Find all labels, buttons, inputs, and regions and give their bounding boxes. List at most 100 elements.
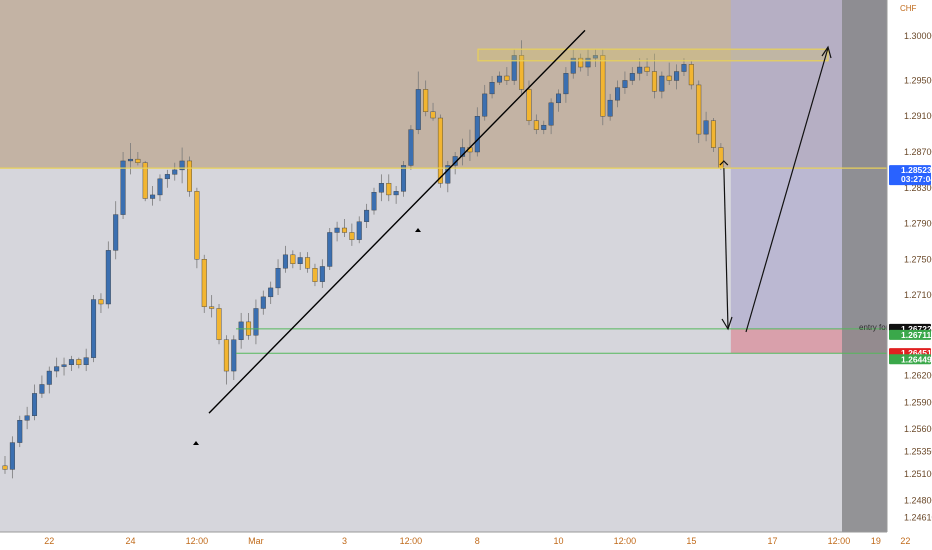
future-shade-band [842, 0, 887, 532]
candle-body [260, 296, 266, 309]
swing-low-marker [193, 441, 199, 445]
x-tick-label: 10 [553, 536, 563, 546]
candle-body [541, 124, 547, 130]
candle-body [496, 75, 502, 83]
candle-body [334, 227, 340, 233]
current-price-tag [889, 165, 931, 186]
candle-body [556, 93, 562, 104]
arrow-head-down-icon [721, 316, 733, 331]
candle-body [644, 66, 650, 72]
x-tick-label: 15 [686, 536, 696, 546]
candle-body [297, 257, 303, 264]
candle-body [305, 257, 311, 269]
candle-body [194, 191, 200, 260]
y-tick-label: 1.30000 [904, 31, 932, 41]
candle-body [615, 87, 621, 101]
candle-body [319, 266, 325, 282]
candle-body [127, 158, 133, 162]
x-tick-label: 17 [768, 536, 778, 546]
candle-body [570, 57, 576, 74]
candle-body [607, 99, 613, 117]
price-tag-label: 1.26451 [901, 348, 932, 358]
candle-body [437, 117, 443, 184]
candle-body [378, 183, 384, 193]
candle-body [592, 55, 598, 59]
y-tick-label: 1.25600 [904, 424, 932, 434]
current-price-label: 1.28523 [901, 165, 932, 175]
candle-countdown-label: 03:27:04 [901, 174, 932, 184]
y-tick-label: 1.28700 [904, 147, 932, 157]
candle-body [68, 359, 74, 366]
candle-body [157, 178, 163, 196]
candle-body [600, 55, 606, 117]
price-tag-label: 1.26711 [901, 330, 932, 340]
y-tick-label: 1.26200 [904, 371, 932, 381]
candle-body [415, 89, 421, 130]
x-tick-label: 12:00 [828, 536, 851, 546]
candle-body [17, 420, 23, 443]
y-tick-label: 1.27500 [904, 254, 932, 264]
time-axis[interactable] [0, 532, 932, 550]
candle-body [666, 75, 672, 81]
candle-body [688, 64, 694, 86]
y-tick-label: 1.29500 [904, 75, 932, 85]
entry-annotation: entry for buy [859, 323, 903, 332]
candle-body [526, 89, 532, 121]
x-tick-label: 8 [475, 536, 480, 546]
candle-body [209, 306, 215, 309]
candle-body [223, 339, 229, 372]
candle-body [98, 299, 104, 305]
currency-label: CHF [900, 4, 917, 13]
candle-body [504, 75, 510, 81]
candle-body [238, 321, 244, 340]
candle-body [341, 227, 347, 233]
candle-body [674, 71, 680, 81]
x-tick-label: 22 [900, 536, 910, 546]
candle-body [76, 359, 82, 366]
price-tag-label: 1.26722 [901, 324, 932, 334]
candle-body [482, 93, 488, 117]
candle-body [268, 287, 274, 298]
price-tag [889, 329, 931, 340]
candle-body [9, 442, 15, 470]
arrow-head-small-icon [719, 160, 729, 166]
candle-body [172, 169, 178, 175]
candle-body [474, 116, 480, 153]
candle-body [39, 384, 45, 394]
x-tick-label: 12:00 [400, 536, 423, 546]
y-tick-label: 1.27900 [904, 219, 932, 229]
candle-body [408, 129, 414, 166]
candle-body [349, 232, 355, 240]
price-tag [889, 354, 931, 365]
candle-body [186, 160, 192, 192]
candle-body [113, 214, 119, 251]
candle-body [386, 183, 392, 196]
price-axis[interactable] [887, 0, 932, 550]
candle-body [216, 308, 222, 340]
y-tick-label: 1.28300 [904, 183, 932, 193]
candle-body [253, 308, 259, 336]
trendline[interactable] [208, 29, 586, 414]
x-tick-label: 22 [44, 536, 54, 546]
candle-body [356, 221, 362, 240]
y-tick-label: 1.25100 [904, 469, 932, 479]
candle-body [83, 357, 89, 366]
candle-body [327, 232, 333, 267]
candle-body [681, 64, 687, 72]
price-tag-label: 1.26449 [901, 354, 932, 364]
candle-body [201, 259, 207, 307]
resistance-box[interactable] [477, 48, 829, 62]
candle-body [710, 120, 716, 148]
candle-body [142, 162, 148, 199]
candle-body [519, 55, 525, 90]
candle-body [718, 147, 724, 169]
candle-body [585, 57, 591, 68]
candle-body [54, 366, 60, 372]
y-tick-label: 1.24800 [904, 496, 932, 506]
candle-body [430, 111, 436, 119]
y-tick-label: 1.29100 [904, 111, 932, 121]
candle-body [489, 82, 495, 95]
candle-body [364, 209, 370, 222]
